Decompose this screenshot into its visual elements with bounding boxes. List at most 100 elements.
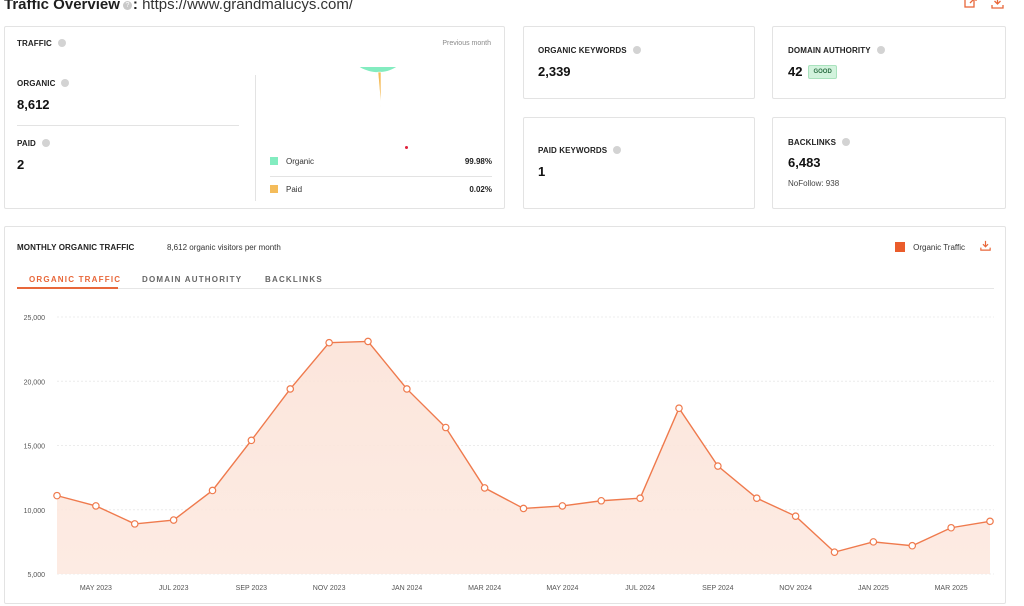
data-point[interactable] [130,520,139,528]
data-point[interactable] [908,541,917,550]
traffic-label: TRAFFIC [17,39,66,48]
help-icon[interactable] [632,46,641,54]
y-tick-label: 15,000 [24,444,46,451]
data-point[interactable] [830,548,839,556]
download-icon[interactable] [980,240,991,251]
organic-swatch [270,157,278,165]
tab-domain-authority[interactable]: DOMAIN AUTHORITY [142,275,243,284]
legend-organic: Organic 99.98% [270,157,492,166]
y-tick-label: 20,000 [24,379,46,386]
data-point[interactable] [403,385,411,393]
data-point[interactable] [325,338,333,347]
monthly-subtitle: 8,612 organic visitors per month [167,243,281,252]
data-point[interactable] [791,512,800,520]
traffic-card: TRAFFIC Previous month ORGANIC 8,612 PAI… [4,26,505,209]
data-point[interactable] [636,494,644,502]
domain-url: https://www.grandmalucys.com/ [142,0,353,13]
legend-organic-pct: 99.98% [464,157,492,166]
data-point[interactable] [92,502,100,510]
x-tick-label: MAR 2024 [468,585,501,592]
data-point[interactable] [480,484,489,492]
divider [255,75,256,201]
data-point[interactable] [558,502,567,510]
monthly-traffic-card: MONTHLY ORGANIC TRAFFIC 8,612 organic vi… [4,226,1006,604]
data-point[interactable] [247,436,256,445]
organic-traffic-chart[interactable]: 5,000 10,000 15,000 20,000 25,000 MAY 2023 JUL… [5,297,1005,603]
status-badge: GOOD [808,65,837,79]
pie-slice-paid[interactable] [377,71,382,108]
data-point[interactable] [675,404,683,413]
organic-keywords-label-text: ORGANIC KEYWORDS [538,46,627,55]
data-point[interactable] [441,423,450,432]
tab-organic-traffic[interactable]: ORGANIC TRAFFIC [17,275,120,289]
data-point[interactable] [519,504,528,513]
y-tick-label: 25,000 [24,315,46,322]
paid-keywords-label-text: PAID KEYWORDS [538,146,608,155]
paid-swatch [270,185,278,193]
domain-authority-card: DOMAIN AUTHORITY 42 GOOD [772,26,1006,99]
legend-paid-pct: 0.02% [469,185,492,194]
backlinks-card: BACKLINKS 6,483 NoFollow: 938 [772,117,1006,209]
legend-paid-label: Paid [286,185,303,194]
data-point[interactable] [986,517,994,526]
data-point[interactable] [364,337,372,346]
legend-organic-label: Organic [286,157,315,166]
share-report-icon[interactable] [964,0,977,9]
x-tick-label: JAN 2024 [392,585,423,592]
nofollow-count: NoFollow: 938 [788,179,840,188]
domain-authority-label-text: DOMAIN AUTHORITY [788,46,871,55]
monthly-title: MONTHLY ORGANIC TRAFFIC [17,243,135,252]
divider [17,125,239,126]
data-point[interactable] [947,523,955,532]
x-tick-label: NOV 2024 [779,585,812,592]
data-point[interactable] [208,486,217,495]
help-icon[interactable]: ? [122,1,132,10]
organic-keywords-label: ORGANIC KEYWORDS [538,46,641,55]
organic-keywords-card: ORGANIC KEYWORDS 2,339 [523,26,755,99]
backlinks-value: 6,483 [788,155,821,170]
data-point[interactable] [869,538,878,546]
data-point[interactable] [597,496,606,505]
paid-keywords-label: PAID KEYWORDS [538,146,622,155]
period-label: Previous month [442,40,491,47]
page-title-text: Traffic Overview [4,0,120,13]
x-tick-label: JUL 2024 [625,585,655,592]
organic-keywords-value: 2,339 [538,64,571,79]
backlinks-label: BACKLINKS [788,138,851,147]
x-tick-label: MAY 2023 [80,585,112,592]
domain-authority-row: 42 GOOD [788,63,837,81]
data-point[interactable] [286,385,295,393]
x-tick-label: MAY 2024 [546,585,578,592]
data-point[interactable] [714,462,722,470]
legend-label: Organic Traffic [913,243,965,252]
paid-label-text: PAID [17,139,36,148]
pie-marker-dot [405,146,408,149]
traffic-pie-chart[interactable] [341,67,421,147]
help-icon[interactable] [57,39,66,47]
chart-legend[interactable]: Organic Traffic [895,242,965,252]
backlinks-label-text: BACKLINKS [788,138,837,147]
organic-value: 8,612 [17,97,50,112]
x-tick-label: SEP 2024 [702,585,734,592]
traffic-label-text: TRAFFIC [17,39,52,48]
organic-label: ORGANIC [17,79,70,88]
data-point[interactable] [169,516,178,524]
help-icon[interactable] [876,46,885,54]
divider [270,176,492,177]
paid-label: PAID [17,139,50,148]
y-tick-label: 5,000 [27,572,45,579]
help-icon[interactable] [41,139,50,147]
download-icon[interactable] [991,0,1004,9]
legend-swatch [895,242,906,252]
page-title: Traffic Overview?: https://www.grandmalu… [4,0,353,13]
help-icon[interactable] [61,79,70,87]
help-icon[interactable] [613,146,622,154]
data-point[interactable] [752,494,761,502]
help-icon[interactable] [842,138,851,146]
organic-label-text: ORGANIC [17,79,56,88]
title-separator: : [132,0,138,13]
data-point[interactable] [53,491,61,500]
tab-backlinks[interactable]: BACKLINKS [265,275,323,284]
x-tick-label: SEP 2023 [236,585,268,592]
legend-paid: Paid 0.02% [270,185,492,194]
